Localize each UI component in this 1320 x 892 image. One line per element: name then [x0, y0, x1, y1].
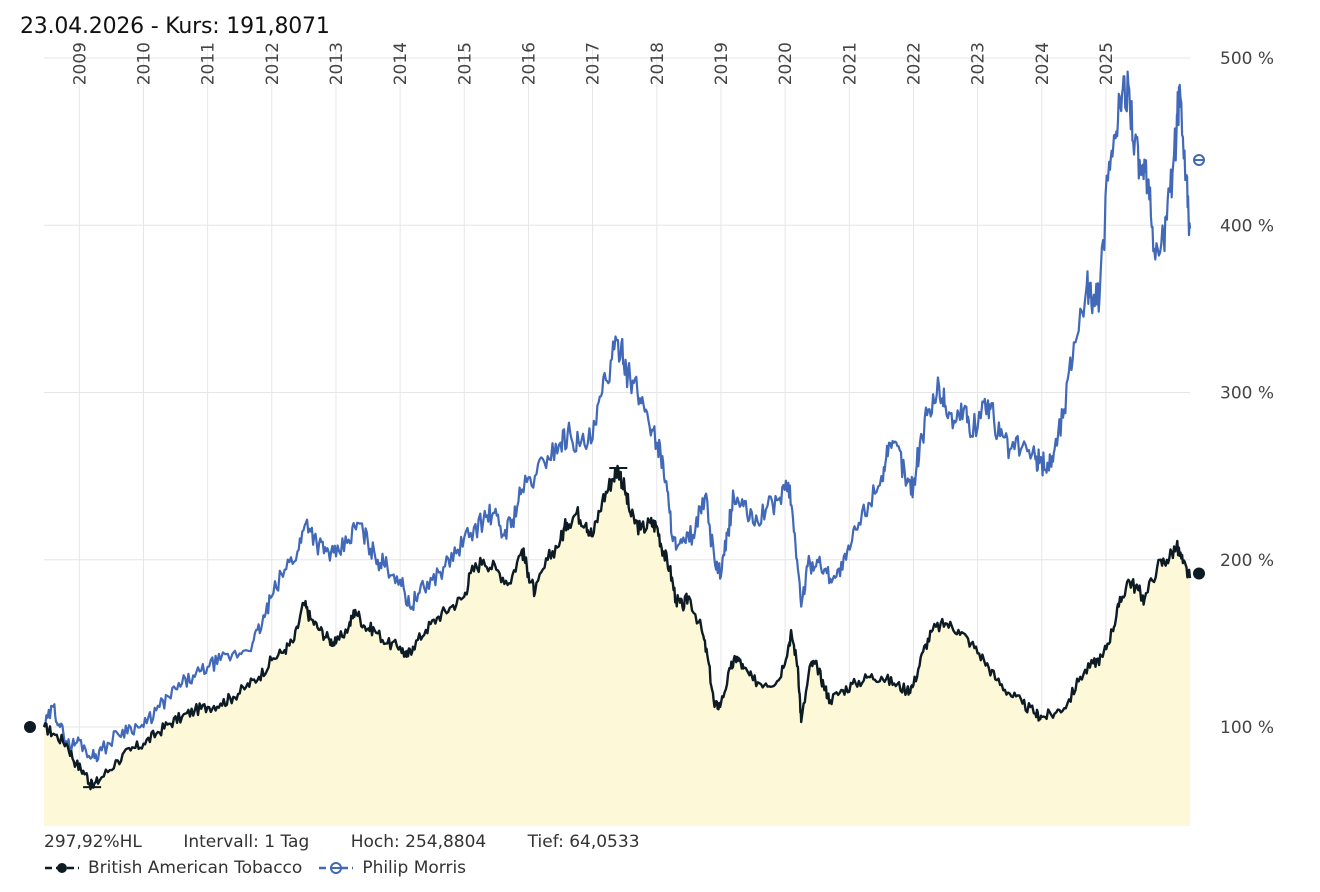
interval-value[interactable]: Intervall: 1 Tag: [183, 832, 310, 852]
x-tick-label-2019: 2019: [712, 42, 732, 85]
y-axis-labels: 100 % 200 % 300 % 400 % 500 %: [1220, 49, 1274, 738]
end-marker-bat: [1193, 567, 1205, 580]
low-value: Tief: 64,0533: [527, 832, 640, 852]
info-bar: 297,92%HL Intervall: 1 Tag Hoch: 254,880…: [44, 832, 676, 852]
x-tick-label-2016: 2016: [519, 42, 539, 85]
x-tick-label-2023: 2023: [969, 42, 989, 85]
y-tick-label-300: 300 %: [1220, 384, 1274, 404]
series-layer: [42, 70, 1192, 826]
x-tick-label-2022: 2022: [904, 42, 924, 85]
x-tick-label-2015: 2015: [455, 42, 475, 85]
start-marker: [24, 721, 36, 733]
x-tick-label-2012: 2012: [263, 42, 283, 85]
x-axis-labels: 2009 2010 2011 2012 2013 2014 2015 2016 2017 2018…: [70, 42, 1117, 85]
legend: British American Tobacco Philip Morris: [44, 858, 482, 878]
x-tick-label-2025: 2025: [1097, 42, 1117, 85]
legend-item-bat[interactable]: British American Tobacco: [44, 858, 302, 878]
high-value: Hoch: 254,8804: [350, 832, 487, 852]
x-tick-label-2011: 2011: [199, 42, 219, 85]
x-tick-label-2009: 2009: [70, 42, 90, 85]
x-tick-label-2020: 2020: [776, 42, 796, 85]
y-tick-label-100: 100 %: [1220, 718, 1274, 738]
x-tick-label-2010: 2010: [134, 42, 154, 85]
x-tick-label-2021: 2021: [840, 42, 860, 85]
x-grid: [78, 45, 1107, 826]
legend-item-pm[interactable]: Philip Morris: [318, 858, 466, 878]
marker-layer: [24, 154, 1205, 789]
bat-area: [44, 465, 1190, 826]
x-tick-label-2018: 2018: [648, 42, 668, 85]
legend-bat-symbol-icon: [45, 863, 79, 873]
y-tick-label-200: 200 %: [1220, 551, 1274, 571]
header-date: 23.04.2026: [20, 14, 144, 39]
x-tick-label-2017: 2017: [584, 42, 604, 85]
x-tick-label-2014: 2014: [391, 42, 411, 85]
header-kurs: - Kurs: 191,8071: [143, 14, 330, 39]
legend-pm-symbol-icon: [319, 862, 354, 874]
series-line-philip-morris: [43, 70, 1192, 763]
legend-pm-label: Philip Morris: [362, 858, 467, 878]
series-line-british-american-tobacco: [42, 464, 1192, 791]
hl-value: 297,92%HL: [44, 832, 142, 852]
y-tick-label-400: 400 %: [1220, 216, 1274, 236]
legend-bat-label: British American Tobacco: [88, 858, 303, 878]
y-tick-label-500: 500 %: [1220, 49, 1274, 69]
x-tick-label-2013: 2013: [327, 42, 347, 85]
chart-header: 23.04.2026 - Kurs: 191,8071: [20, 14, 330, 39]
x-tick-label-2024: 2024: [1033, 42, 1053, 85]
